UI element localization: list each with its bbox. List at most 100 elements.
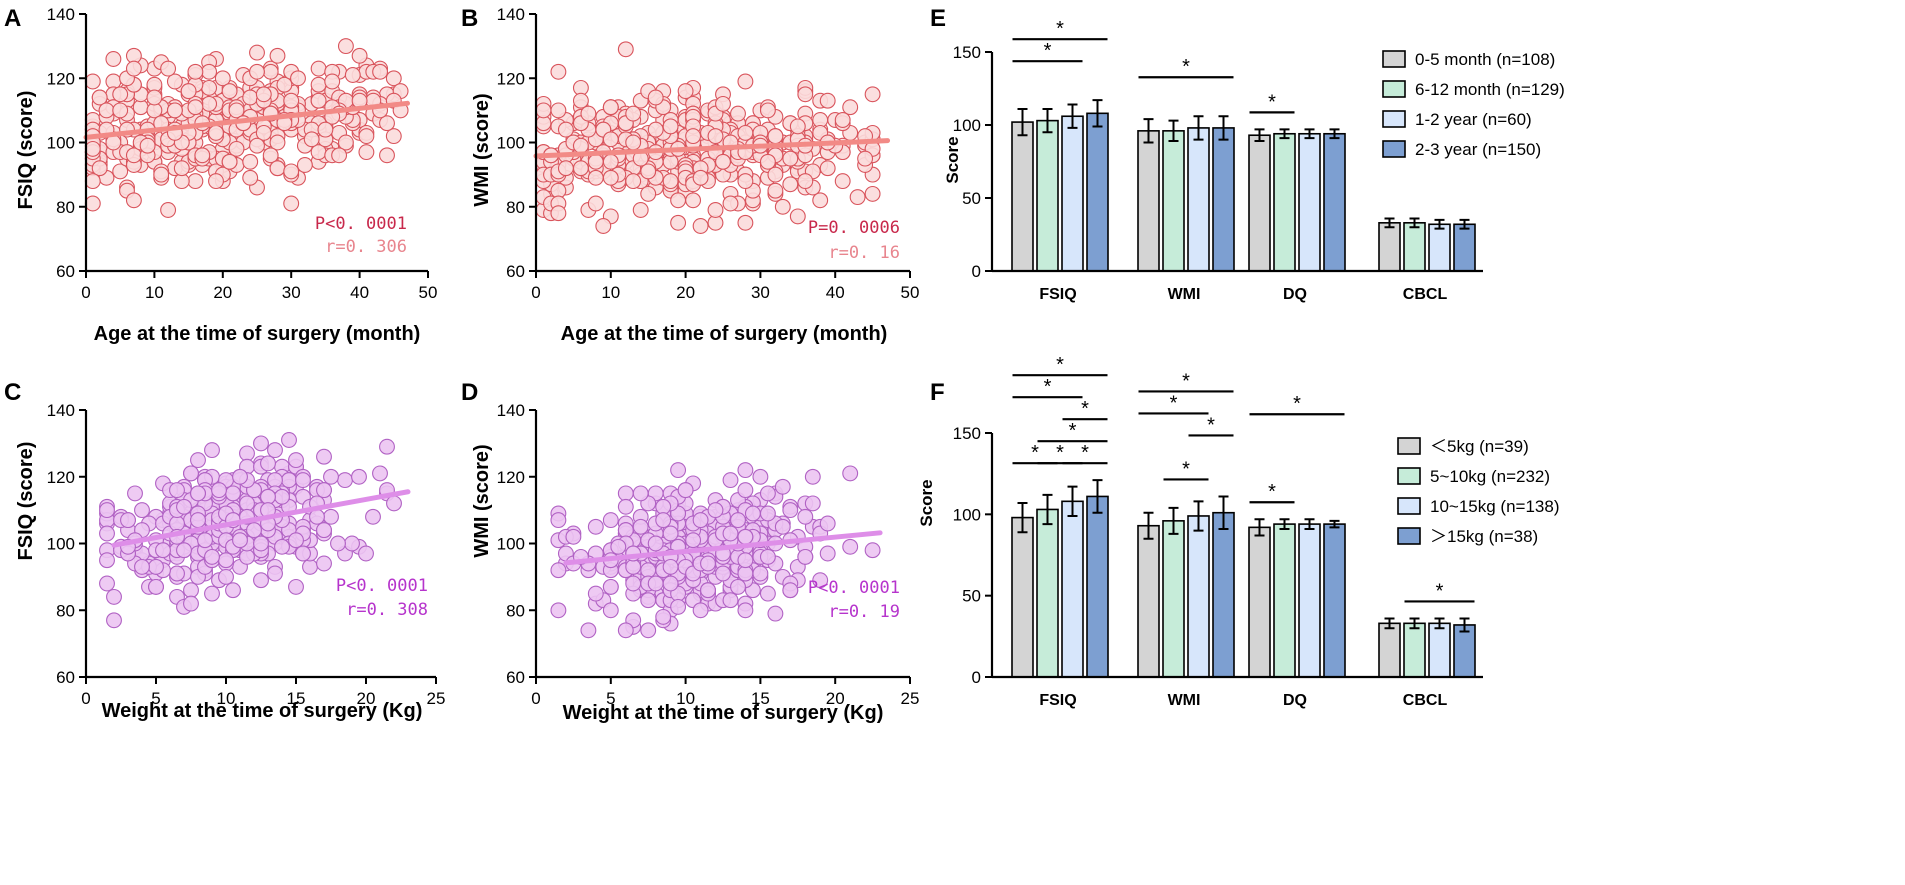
error-bar <box>1409 617 1420 630</box>
data-point <box>204 442 220 459</box>
legend-e: 0-5 month (n=108) 6-12 month (n=129) 1-2 y… <box>1382 50 1565 159</box>
data-point <box>797 86 814 103</box>
data-point <box>617 498 634 515</box>
data-point <box>134 502 150 519</box>
data-point <box>283 92 300 109</box>
ticks-b: 60 80 100 120 140 0 10 20 30 40 50 <box>497 5 920 302</box>
data-point <box>267 472 283 489</box>
data-point <box>84 195 101 212</box>
data-point <box>722 592 739 609</box>
legend-swatch <box>1397 437 1421 455</box>
y-tick-label: 150 <box>953 43 981 62</box>
data-point <box>183 582 199 599</box>
data-point <box>106 588 122 605</box>
legend-swatch <box>1382 50 1406 68</box>
bar <box>1036 508 1059 678</box>
bar <box>1061 115 1084 272</box>
data-point <box>201 79 218 96</box>
data-point <box>557 160 574 177</box>
data-point <box>190 452 206 469</box>
data-point <box>715 153 731 170</box>
data-point <box>737 565 754 582</box>
data-point <box>625 173 642 190</box>
x-tick-label: 0 <box>531 689 540 708</box>
data-point <box>303 131 320 148</box>
data-point <box>169 482 185 499</box>
significance-star: * <box>1031 442 1039 464</box>
data-point <box>722 195 739 212</box>
legend-label: 2-3 year (n=150) <box>1415 140 1541 159</box>
data-point <box>722 525 739 542</box>
data-point <box>253 572 269 589</box>
data-point <box>617 622 634 639</box>
bar <box>1212 511 1235 678</box>
error-bar <box>1434 218 1445 230</box>
data-point <box>197 532 213 549</box>
bar <box>1453 223 1476 272</box>
x-tick-label: 20 <box>357 689 376 708</box>
error-bar <box>1067 103 1078 129</box>
category-label: WMI <box>1168 692 1201 709</box>
data-point <box>685 128 702 145</box>
data-point <box>295 472 311 489</box>
data-point <box>379 438 395 455</box>
data-point <box>91 160 108 177</box>
data-point <box>173 160 190 177</box>
data-point <box>587 518 604 535</box>
data-point <box>662 575 679 592</box>
bar <box>1453 624 1476 678</box>
data-point <box>310 76 327 93</box>
y-axis-label-d: WMI (score) <box>471 444 493 557</box>
data-point <box>187 99 204 116</box>
data-point <box>208 124 224 141</box>
y-axis-label-b: WMI (score) <box>471 93 493 206</box>
data-point <box>310 60 327 77</box>
data-point <box>351 47 368 64</box>
error-bar <box>1279 518 1290 530</box>
data-point <box>640 622 657 639</box>
y-tick-label: 100 <box>953 505 981 524</box>
data-point <box>662 173 679 190</box>
ticks-d: 60 80 100 120 140 0 5 10 15 20 25 <box>497 401 920 708</box>
data-point <box>842 538 859 555</box>
data-point <box>187 173 204 190</box>
bar <box>1403 222 1426 272</box>
data-point <box>249 137 265 154</box>
data-point <box>550 512 567 529</box>
data-point <box>767 605 784 622</box>
data-point <box>317 121 334 138</box>
panel-label-f: F <box>930 379 945 406</box>
data-point <box>358 128 375 145</box>
data-point <box>550 562 567 579</box>
data-point <box>722 472 739 489</box>
p-value-a: P<0. 0001 <box>315 214 407 234</box>
bar <box>1137 524 1160 678</box>
y-tick-label: 60 <box>56 262 75 281</box>
x-tick-label: 40 <box>350 283 369 302</box>
data-point <box>715 565 731 582</box>
data-point <box>797 548 814 565</box>
data-point <box>677 83 694 100</box>
panel-label-e: E <box>930 5 946 32</box>
category-label: DQ <box>1283 286 1307 303</box>
y-axis-label-f: Score <box>917 479 936 526</box>
significance-star: * <box>1268 481 1276 503</box>
data-point <box>662 558 679 575</box>
bars-f: FSIQ WMI DQ CBCL <box>1011 479 1476 709</box>
error-bar <box>1434 617 1445 630</box>
data-point <box>316 448 332 465</box>
data-point <box>647 121 664 138</box>
error-bar <box>1017 107 1028 137</box>
error-bar <box>1218 115 1229 141</box>
data-point <box>290 70 306 87</box>
x-tick-label: 30 <box>751 283 770 302</box>
data-point <box>112 102 129 119</box>
y-tick-label: 60 <box>506 262 525 281</box>
data-point <box>194 147 211 164</box>
data-point <box>379 115 395 132</box>
data-point <box>221 153 238 170</box>
data-point <box>789 118 806 135</box>
data-point <box>857 150 874 167</box>
data-point <box>372 465 388 482</box>
data-point <box>692 512 709 529</box>
